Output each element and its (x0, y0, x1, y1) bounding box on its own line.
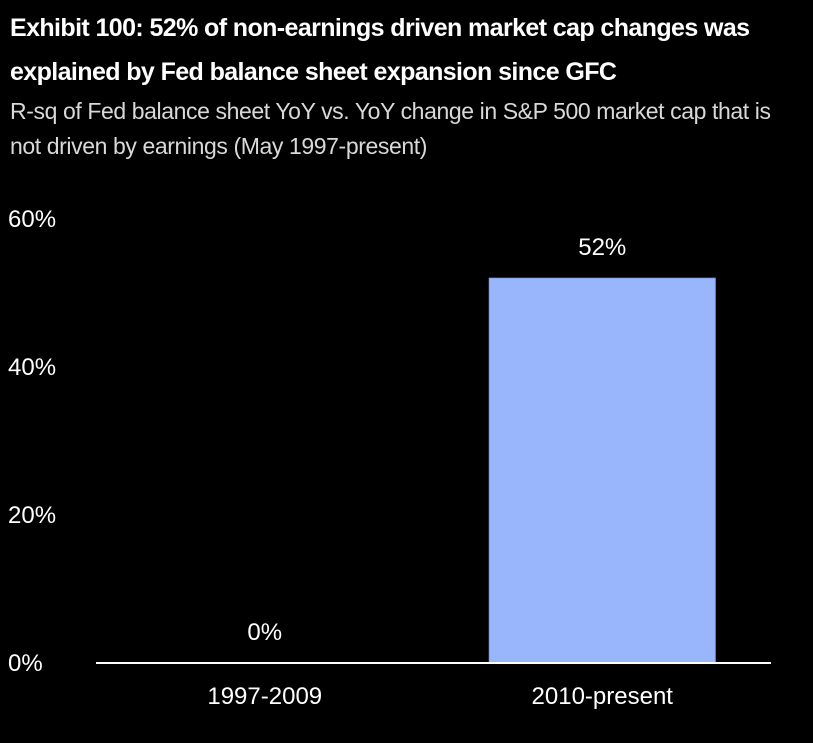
x-tick-label: 2010-present (532, 683, 674, 710)
y-tick-label: 60% (8, 206, 56, 233)
y-tick-label: 40% (8, 354, 56, 381)
bar-2010-present (488, 277, 716, 664)
x-tick-label: 1997-2009 (207, 683, 322, 710)
data-label: 52% (578, 234, 626, 261)
chart-subtitle: R-sq of Fed balance sheet YoY vs. YoY ch… (10, 98, 771, 159)
chart-title: Exhibit 100: 52% of non-earnings driven … (10, 14, 750, 86)
y-tick-label: 0% (8, 650, 43, 677)
y-tick-label: 20% (8, 502, 56, 529)
data-label: 0% (247, 619, 282, 646)
y-axis: 0% 20% 40% 60% (8, 206, 56, 677)
x-axis: 1997-2009 2010-present (207, 683, 673, 710)
data-labels: 0% 52% (247, 234, 626, 646)
bars (488, 277, 716, 664)
